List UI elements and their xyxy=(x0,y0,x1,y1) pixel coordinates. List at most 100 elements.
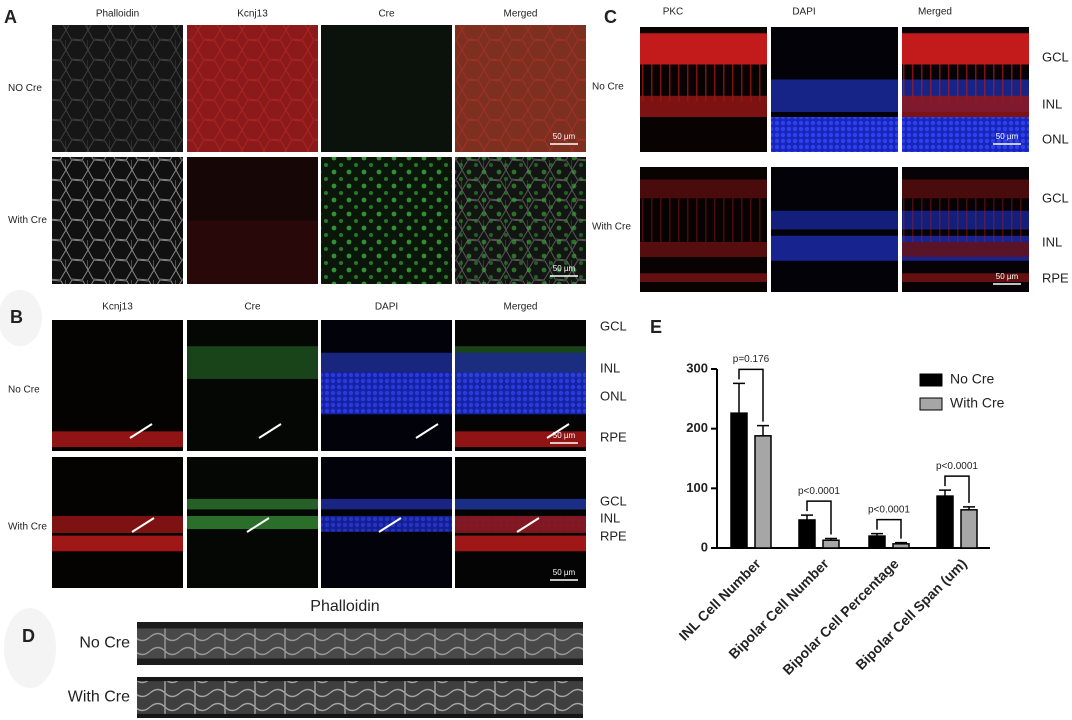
row-label: No Cre xyxy=(79,635,130,652)
p-value: p=0.176 xyxy=(733,354,770,365)
significance-bracket xyxy=(944,475,970,503)
image-layer xyxy=(455,25,586,152)
column-header: Cre xyxy=(378,9,395,20)
column-header: DAPI xyxy=(375,302,398,313)
image-layer xyxy=(187,346,318,379)
scale-bar-label: 50 µm xyxy=(996,132,1019,141)
image-layer xyxy=(321,498,452,510)
panel-label: B xyxy=(10,307,23,327)
column-header: Kcnj13 xyxy=(102,302,133,313)
image-layer xyxy=(902,33,1029,65)
image-base xyxy=(321,25,452,152)
image-layer xyxy=(52,431,183,448)
image-layer xyxy=(321,352,452,373)
image-layer xyxy=(455,157,586,284)
p-value: p<0.0001 xyxy=(798,486,840,497)
panel-label: E xyxy=(650,317,662,337)
image-layer xyxy=(902,117,1029,152)
legend-swatch xyxy=(919,397,943,411)
image-layer xyxy=(455,535,586,552)
image-layer xyxy=(321,515,452,532)
image-layer xyxy=(52,25,183,152)
image-layer xyxy=(640,33,767,65)
micrograph xyxy=(455,25,586,152)
column-header: Phalloidin xyxy=(96,9,139,20)
image-layer xyxy=(902,95,1029,117)
micrograph xyxy=(771,27,898,152)
scale-bar-label: 50 µm xyxy=(553,264,576,273)
layer-label: INL xyxy=(1042,96,1062,111)
micrograph xyxy=(187,457,318,588)
y-tick-label: 200 xyxy=(686,420,708,435)
micrograph xyxy=(187,320,318,451)
image-layer xyxy=(640,242,767,257)
column-header: Kcnj13 xyxy=(237,9,268,20)
panel-label-bg xyxy=(4,608,56,688)
y-tick-label: 300 xyxy=(686,360,708,375)
image-layer xyxy=(902,242,1029,257)
error-bar xyxy=(733,382,745,414)
micrograph xyxy=(187,25,318,152)
arrow xyxy=(415,423,439,439)
image-layer xyxy=(640,273,767,282)
layer-label: GCL xyxy=(1042,49,1069,64)
scale-bar-label: 50 µm xyxy=(553,431,576,440)
row-label: No Cre xyxy=(8,385,40,396)
micrograph xyxy=(321,320,452,451)
column-header: Merged xyxy=(918,7,952,18)
legend-label: No Cre xyxy=(950,371,995,387)
layer-label: INL xyxy=(600,510,620,525)
image-layer xyxy=(771,210,898,230)
layer-label: INL xyxy=(1042,234,1062,249)
layer-label: RPE xyxy=(1042,270,1069,285)
bar xyxy=(892,543,910,549)
micrograph xyxy=(771,167,898,292)
micrograph xyxy=(321,457,452,588)
p-value: p<0.0001 xyxy=(868,504,910,515)
image-layer xyxy=(137,681,583,714)
arrow xyxy=(131,517,155,533)
image-layer xyxy=(187,25,318,152)
column-header: DAPI xyxy=(792,7,815,18)
micrograph xyxy=(52,457,183,588)
image-layer xyxy=(52,535,183,552)
image-layer xyxy=(902,273,1029,282)
arrow xyxy=(246,517,270,533)
image-layer xyxy=(902,198,1029,242)
image-layer xyxy=(187,220,318,284)
legend-swatch xyxy=(919,373,943,387)
scale-bar-label: 50 µm xyxy=(553,568,576,577)
micrograph xyxy=(902,167,1029,292)
layer-label: GCL xyxy=(600,493,627,508)
y-tick-label: 0 xyxy=(701,539,708,554)
micrograph xyxy=(52,157,183,284)
x-tick-label: Bipolar Cell Span (um) xyxy=(852,555,969,672)
column-header: Cre xyxy=(244,302,261,313)
layer-label: RPE xyxy=(600,429,627,444)
bar xyxy=(936,495,954,549)
image-layer xyxy=(640,95,767,117)
column-header: Merged xyxy=(504,9,538,20)
bar xyxy=(822,539,840,549)
image-layer xyxy=(902,179,1029,199)
row-label: With Cre xyxy=(8,522,47,533)
image-layer xyxy=(52,515,183,533)
micrograph xyxy=(137,677,583,718)
micrograph xyxy=(187,157,318,284)
error-bar xyxy=(895,541,907,544)
legend-label: With Cre xyxy=(950,395,1005,411)
layer-label: RPE xyxy=(600,528,627,543)
image-layer xyxy=(455,515,586,533)
image-layer xyxy=(771,117,898,152)
micrograph xyxy=(455,457,586,588)
scale-bar-label: 50 µm xyxy=(553,132,576,141)
row-label: With Cre xyxy=(592,222,631,233)
arrow xyxy=(546,423,570,439)
image-layer xyxy=(52,157,183,284)
image-layer xyxy=(455,372,586,415)
image-layer xyxy=(771,235,898,261)
micrograph xyxy=(455,157,586,284)
panel-label: C xyxy=(604,7,617,27)
image-layer xyxy=(771,79,898,112)
